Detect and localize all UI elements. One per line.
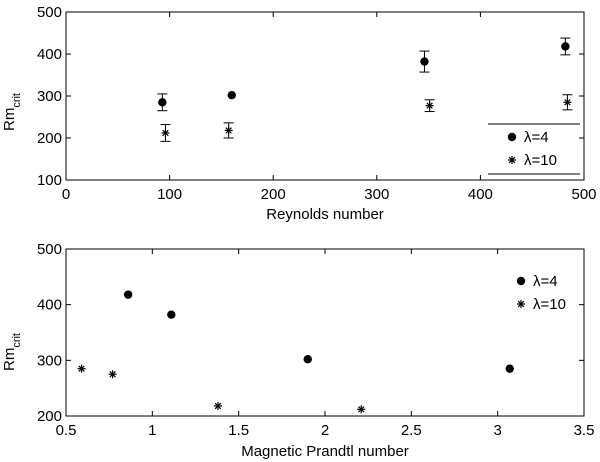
data-point-star [224, 126, 233, 135]
data-point-dot [227, 90, 236, 100]
x-tick-label: 400 [468, 186, 493, 203]
data-point-star [517, 300, 525, 308]
legend: λ=4 λ=10 [516, 273, 566, 313]
data-point-dot [505, 364, 514, 373]
data-point-star [108, 370, 117, 379]
data-point-star [508, 156, 516, 164]
x-tick-label: 200 [261, 186, 286, 203]
legend: λ=4 λ=10 [488, 123, 580, 175]
legend-label: λ=4 [524, 129, 549, 146]
y-tick-label: 200 [37, 408, 62, 425]
chart-panel-1: 0 100 200 300 400 500100200300400500Reynolds … [1, 4, 597, 223]
y-tick-label: 100 [37, 172, 62, 189]
x-tick-label: 3 [493, 422, 501, 439]
y-tick-label: 500 [37, 241, 62, 258]
y-tick-label: 500 [37, 4, 62, 21]
data-point-dot [303, 355, 312, 364]
x-tick-label: 2 [321, 422, 329, 439]
data-point-star [563, 98, 572, 107]
legend-label: λ=4 [533, 273, 558, 290]
y-tick-label: 400 [37, 297, 62, 314]
legend-label: λ=10 [524, 152, 557, 169]
data-point-star [213, 401, 222, 410]
x-tick-label: 0 [62, 186, 70, 203]
y-tick-label: 300 [37, 88, 62, 105]
x-tick-label: 300 [364, 186, 389, 203]
plot-frame [65, 248, 585, 417]
chart-panel-2: 0.5 1 1.5 2 2.5 3 3.5 200 300 400 500 Magnetic Pran… [1, 241, 594, 460]
x-tick-label: 1 [148, 422, 156, 439]
x-axis-label: Reynolds number [266, 206, 384, 223]
plot-frame [65, 11, 585, 181]
y-axis-label: Rmcrit [1, 93, 23, 131]
x-tick-label: 3.5 [574, 422, 595, 439]
y-axis-label: Rmcrit [1, 333, 23, 371]
data-point-dot [167, 310, 176, 319]
y-tick-label: 400 [37, 46, 62, 63]
x-tick-label: 1.5 [228, 422, 249, 439]
data-point-dot [516, 276, 526, 286]
data-point-star [425, 101, 434, 110]
data-point-star [77, 364, 86, 373]
data-point-dot [507, 132, 517, 142]
x-tick-label: 2.5 [401, 422, 422, 439]
legend-label: λ=10 [533, 296, 566, 313]
y-tick-label: 300 [37, 352, 62, 369]
x-axis-label: Magnetic Prandtl number [241, 443, 409, 460]
x-tick-label: 500 [571, 186, 596, 203]
data-point-dot [123, 290, 133, 299]
data-point-star [161, 128, 170, 137]
x-tick-label: 0.5 [56, 422, 77, 439]
y-tick-label: 200 [37, 130, 62, 147]
data-point-star [357, 405, 366, 414]
x-tick-label: 100 [157, 186, 182, 203]
